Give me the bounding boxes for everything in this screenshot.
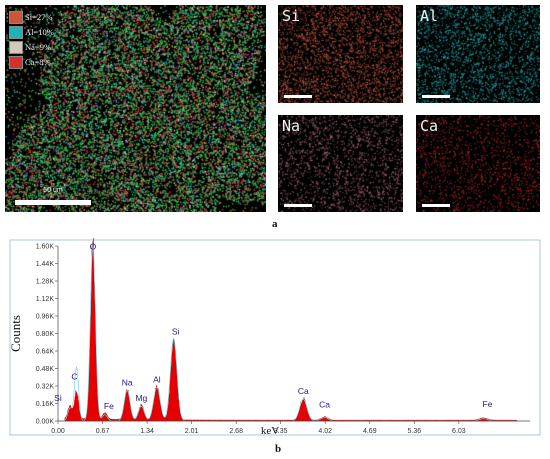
peak-label: Na (122, 377, 133, 387)
map-si-label: Si (282, 7, 301, 25)
legend-swatch (9, 11, 23, 24)
eds-spectrum-chart: 0.00K 0.16K 0.32K 0.48K 0.64K 0.80K 0.96K 1.12K… (8, 238, 541, 437)
peak-label: Fe (483, 399, 493, 409)
x-tick-label: 2.68 (229, 428, 243, 435)
peak-label: Mg (135, 393, 147, 403)
peak-label: Si (54, 393, 62, 403)
legend-swatch (9, 26, 23, 39)
legend-label: Ca=8% (25, 57, 51, 67)
x-tick-label: 2.01 (185, 428, 199, 435)
map-ca: Ca (416, 115, 540, 212)
peak-label: C (71, 372, 77, 382)
map-al-label: Al (420, 7, 439, 25)
legend-item-na: Na=9% (9, 40, 54, 55)
scale-bar-label: 50 um (43, 187, 63, 194)
y-tick-label: 1.44K (36, 261, 55, 268)
x-tick-label: 5.36 (408, 428, 422, 435)
x-axis-title: keV (261, 425, 279, 437)
peak-label: Ca (319, 400, 330, 410)
scale-bar (15, 200, 91, 205)
x-tick-label: 4.69 (363, 428, 377, 435)
peak-label: Ca (298, 386, 309, 396)
map-na: Na (278, 115, 403, 212)
x-tick-label: 6.03 (452, 428, 466, 435)
map-na-label: Na (282, 117, 301, 135)
map-na-image (278, 115, 403, 212)
x-tick-label: 0.67 (96, 428, 110, 435)
peak-label: Si (172, 326, 180, 336)
y-tick-label: 0.32K (36, 384, 55, 391)
legend-label: Na=9% (25, 42, 52, 52)
legend-swatch (9, 41, 23, 54)
x-tick-label: 0.00 (51, 428, 65, 435)
composite-map: Si=27% Al=10% Na=9% Ca=8% 50 um (5, 5, 266, 212)
y-axis-title: Counts (8, 315, 23, 352)
map-ca-label: Ca (420, 117, 439, 135)
map-si-image (278, 5, 403, 103)
legend-label: Al=10% (25, 27, 54, 37)
x-tick-label: 1.34 (140, 428, 154, 435)
y-tick-label: 0.16K (36, 401, 55, 408)
scale-bar (422, 204, 450, 207)
map-al: Al (416, 5, 540, 103)
scale-bar (422, 95, 450, 98)
y-tick-label: 1.28K (36, 279, 55, 286)
y-tick-label: 0.00K (36, 419, 55, 426)
spectrum-area (64, 238, 517, 422)
caption-a: a (272, 218, 278, 230)
legend-item-si: Si=27% (9, 10, 54, 25)
peak-label: Fe (104, 401, 114, 411)
y-tick-label: 0.96K (36, 314, 55, 321)
x-tick-label: 4.02 (318, 428, 332, 435)
legend-label: Si=27% (25, 12, 53, 22)
y-tick-label: 1.12K (36, 296, 55, 303)
scale-bar (284, 204, 312, 207)
y-tick-label: 0.80K (36, 331, 55, 338)
spectrum-reference-line (64, 246, 517, 422)
map-legend: Si=27% Al=10% Na=9% Ca=8% (9, 10, 54, 70)
chart-frame (9, 239, 541, 436)
caption-b: b (275, 443, 282, 455)
map-ca-image (416, 115, 540, 212)
y-tick-label: 0.48K (36, 366, 55, 373)
legend-swatch (9, 56, 23, 69)
map-si: Si (278, 5, 403, 103)
legend-item-ca: Ca=8% (9, 55, 54, 70)
map-al-image (416, 5, 540, 103)
x-tick-label: 3.35 (274, 428, 288, 435)
composite-map-image (5, 5, 266, 212)
legend-item-al: Al=10% (9, 25, 54, 40)
y-tick-label: 0.64K (36, 349, 55, 356)
peak-label: O (90, 242, 97, 252)
peak-label: Al (153, 375, 161, 385)
y-tick-label: 1.60K (36, 244, 55, 251)
scale-bar (284, 95, 312, 98)
